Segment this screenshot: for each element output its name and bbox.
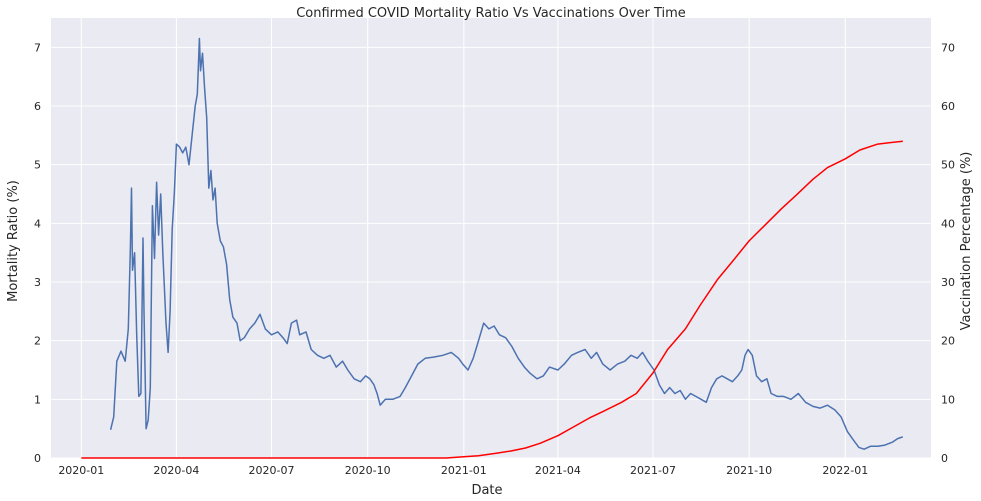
- y-tick-label-left: 0: [34, 452, 41, 465]
- x-tick-label: 2020-04: [153, 464, 199, 477]
- x-tick-label: 2022-01: [822, 464, 868, 477]
- chart-title: Confirmed COVID Mortality Ratio Vs Vacci…: [296, 6, 686, 21]
- mortality-line: [109, 37, 904, 450]
- x-tick-label: 2021-04: [535, 464, 581, 477]
- y-tick-label-left: 1: [34, 393, 41, 406]
- y-tick-label-left: 7: [34, 41, 41, 54]
- y-tick-label-left: 5: [34, 159, 41, 172]
- y-tick-label-right: 30: [941, 276, 955, 289]
- y-tick-label-right: 60: [941, 100, 955, 113]
- x-tick-label: 2021-10: [726, 464, 772, 477]
- x-axis-label: Date: [471, 483, 502, 498]
- y-axis-label-right: Vaccination Percentage (%): [959, 152, 974, 331]
- series-layer: [81, 37, 904, 459]
- y-axis-label-left: Mortality Ratio (%): [6, 180, 21, 302]
- plot-background: [51, 18, 931, 458]
- x-tick-label: 2021-07: [630, 464, 676, 477]
- vaccination-line: [81, 140, 903, 459]
- y-tick-label-left: 4: [34, 217, 41, 230]
- x-tick-label: 2020-07: [249, 464, 295, 477]
- y-tick-label-left: 3: [34, 276, 41, 289]
- x-tick-label: 2020-10: [345, 464, 391, 477]
- y-tick-label-right: 50: [941, 159, 955, 172]
- ticks: 2020-01 2020-04 2020-07 2020-10 2021-01 2021-…: [34, 41, 955, 477]
- y-tick-label-left: 2: [34, 335, 41, 348]
- y-tick-label-right: 10: [941, 393, 955, 406]
- x-tick-label: 2021-01: [441, 464, 487, 477]
- y-tick-label-right: 0: [941, 452, 948, 465]
- y-tick-label-right: 70: [941, 41, 955, 54]
- grid: [51, 18, 931, 459]
- y-tick-label-right: 20: [941, 335, 955, 348]
- x-tick-label: 2020-01: [58, 464, 104, 477]
- y-tick-label-right: 40: [941, 217, 955, 230]
- y-tick-label-left: 6: [34, 100, 41, 113]
